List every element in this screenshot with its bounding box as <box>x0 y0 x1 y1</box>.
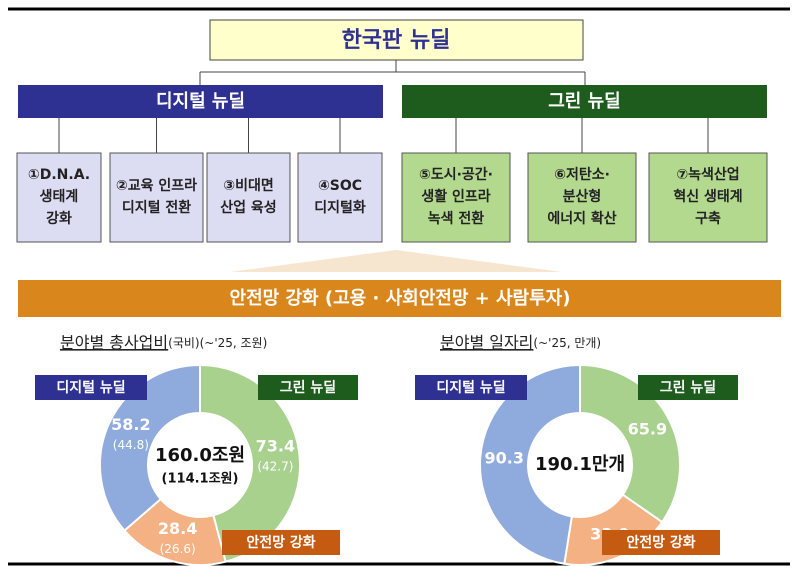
chart-subtitle: (국비)(~'25, 조원) <box>168 336 267 350</box>
legend-label: 그린 뉴딜 <box>660 379 716 396</box>
legend-box <box>258 375 358 400</box>
item-text: 디지털화 <box>314 199 366 216</box>
legend-label: 디지털 뉴딜 <box>436 379 505 396</box>
banner-box <box>18 280 781 317</box>
branch-box <box>402 85 767 118</box>
value-label: 73.4 <box>256 437 295 456</box>
item-box <box>648 152 768 243</box>
branch-title: 그린 뉴딜 <box>548 91 621 112</box>
item-text: ⑥저탄소· <box>554 166 610 183</box>
title-box <box>209 19 584 61</box>
fade <box>230 250 562 272</box>
chart-subtitle: (~'25, 만개) <box>533 336 601 350</box>
legend-box <box>222 530 340 555</box>
chart-title-main: 분야별 총사업비 <box>60 333 168 352</box>
item-box <box>109 152 204 243</box>
branch-title: 디지털 뉴딜 <box>156 91 245 112</box>
value-label: 28.4 <box>158 519 197 538</box>
item-text: 생태계 <box>40 189 79 205</box>
chart-title: 분야별 일자리(~'25, 만개) <box>440 333 601 352</box>
legend-label: 그린 뉴딜 <box>280 379 336 396</box>
chart-title-main: 분야별 일자리 <box>440 333 533 352</box>
item-text: ⑦녹색산업 <box>676 166 739 183</box>
item-text: 에너지 확산 <box>547 210 616 227</box>
donut-slice <box>579 363 681 524</box>
sub-value-label: (44.8) <box>113 438 149 452</box>
item-text: 혁신 생태계 <box>673 188 742 205</box>
item-box <box>401 152 511 243</box>
legend-box <box>602 530 720 555</box>
item-text: 녹색 전환 <box>428 210 485 227</box>
sub-value-label: (26.6) <box>160 542 196 556</box>
item-box <box>16 152 102 243</box>
item-text: 구축 <box>695 211 721 227</box>
item-text: ⑤도시·공간· <box>419 166 493 183</box>
donut-slice <box>479 363 581 565</box>
item-text: 강화 <box>46 210 72 227</box>
item-text: ③비대면 <box>223 177 274 194</box>
center-label: 160.0조원 <box>155 445 245 466</box>
center-label: 190.1만개 <box>535 454 625 475</box>
branch-box <box>18 85 383 118</box>
donut-hole <box>529 414 631 516</box>
legend-box <box>415 375 527 400</box>
item-text: 디지털 전환 <box>122 199 191 216</box>
item-text: ②교육 인프라 <box>116 177 197 194</box>
item-text: 산업 육성 <box>220 199 276 216</box>
legend-box <box>35 375 147 400</box>
value-label: 90.3 <box>484 449 523 468</box>
item-box <box>527 152 637 243</box>
chart-title: 분야별 총사업비(국비)(~'25, 조원) <box>60 333 267 352</box>
center-sublabel: (114.1조원) <box>162 472 239 487</box>
legend-label: 디지털 뉴딜 <box>56 379 125 396</box>
donut-hole <box>149 414 251 516</box>
item-text: 분산형 <box>563 188 602 205</box>
donut-slice <box>99 363 201 532</box>
item-box <box>297 152 383 243</box>
value-label: 65.9 <box>628 419 667 438</box>
value-label: 58.2 <box>111 415 150 434</box>
legend-label: 안전망 강화 <box>626 534 695 551</box>
sub-value-label: (42.7) <box>257 460 293 474</box>
connector <box>199 60 586 85</box>
title: 한국판 뉴딜 <box>342 28 451 53</box>
banner: 안전망 강화 (고용 · 사회안전망 + 사람투자) <box>230 288 571 309</box>
item-text: ①D.N.A. <box>28 167 90 183</box>
legend-box <box>638 375 738 400</box>
item-text: 생활 인프라 <box>421 188 490 205</box>
item-text: ④SOC <box>318 178 362 194</box>
legend-label: 안전망 강화 <box>246 534 315 551</box>
item-box <box>206 152 291 243</box>
